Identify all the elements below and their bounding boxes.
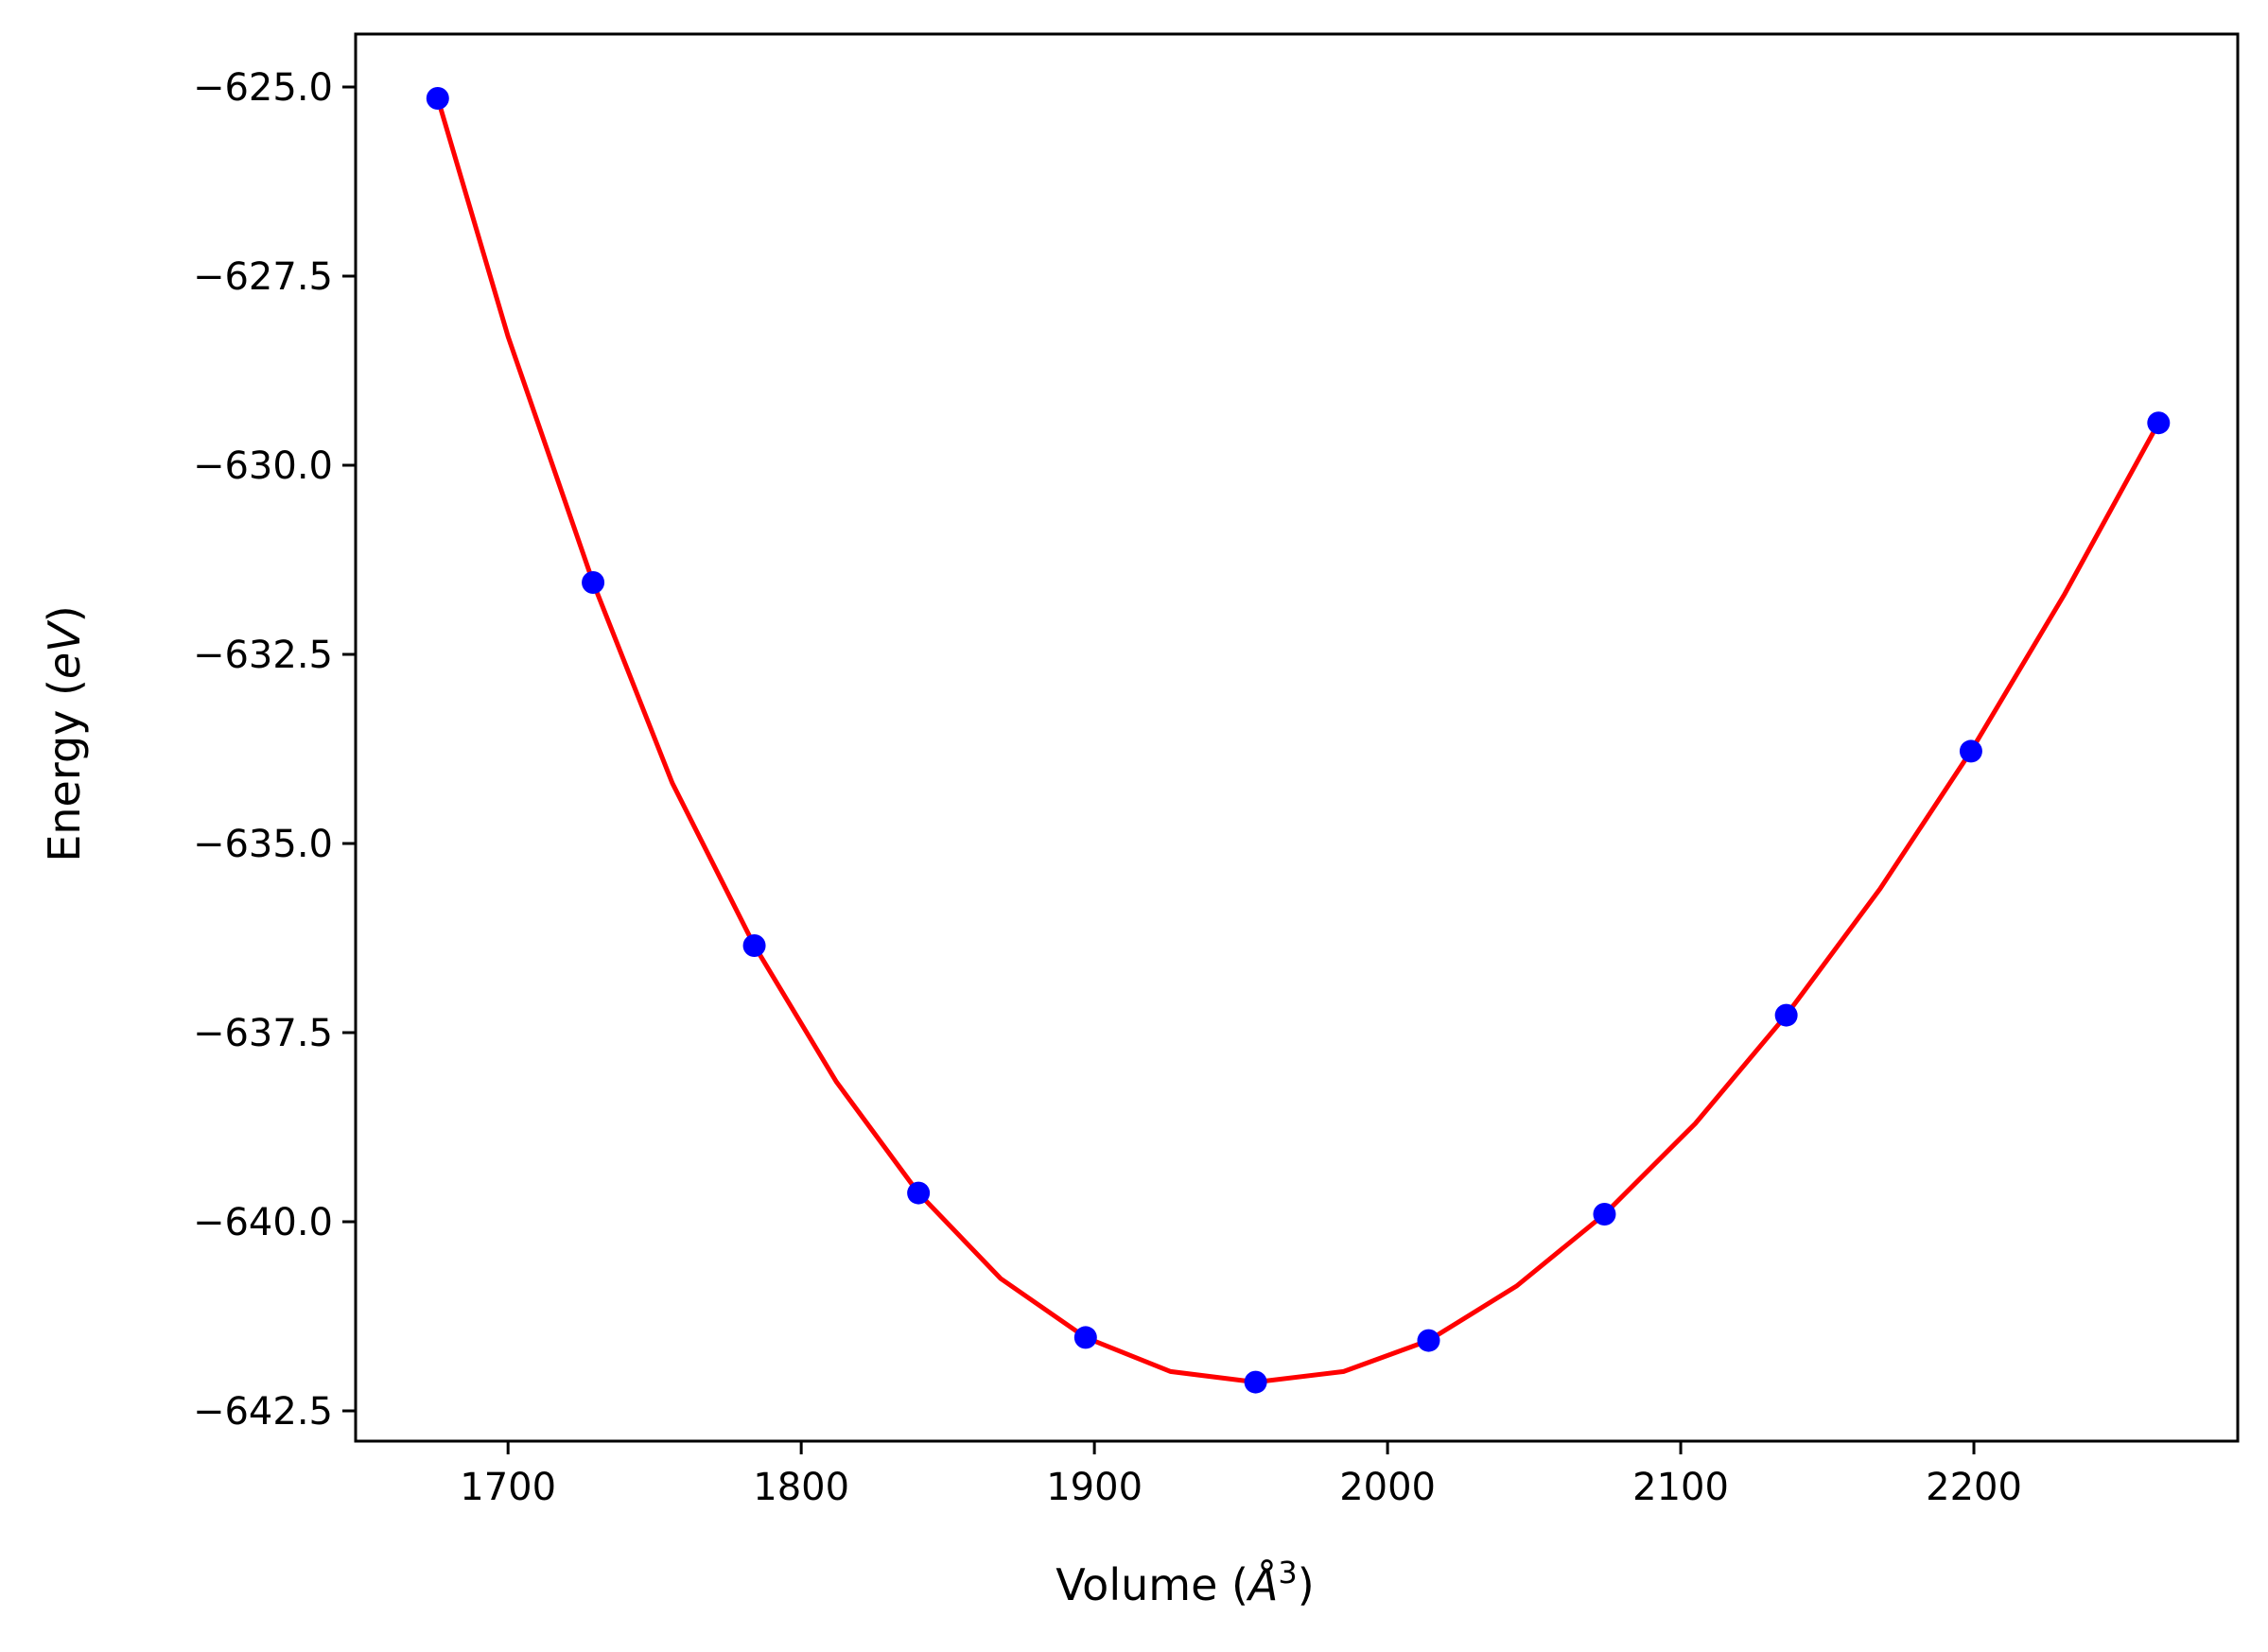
data-point — [1774, 1003, 1798, 1027]
data-point — [907, 1181, 931, 1205]
data-point — [742, 934, 766, 957]
data-point — [426, 87, 449, 110]
data-point — [1593, 1203, 1616, 1226]
y-axis-title: Energy (eV) — [39, 605, 90, 861]
y-tick-label: −640.0 — [193, 1201, 333, 1244]
x-tick-label: 2200 — [1926, 1466, 2022, 1509]
data-point — [1959, 739, 1982, 763]
data-point — [1244, 1370, 1267, 1394]
y-tick-label: −632.5 — [193, 634, 333, 677]
data-point — [582, 571, 605, 594]
data-point — [1073, 1326, 1097, 1349]
data-point — [2147, 411, 2171, 435]
x-tick-label: 1800 — [753, 1466, 849, 1509]
data-point — [1417, 1329, 1440, 1352]
plot-area — [426, 87, 2171, 1394]
x-tick-label: 1700 — [460, 1466, 556, 1509]
x-tick-label: 2000 — [1339, 1466, 1436, 1509]
y-tick-label: −627.5 — [193, 255, 333, 299]
y-tick-label: −630.0 — [193, 444, 333, 488]
x-tick-label: 1900 — [1046, 1466, 1143, 1509]
x-tick-label: 2100 — [1632, 1466, 1729, 1509]
y-tick-label: −642.5 — [193, 1390, 333, 1434]
y-axis-ticks: −625.0 −627.5 −630.0 −632.5 −635.0 −637.5 −640… — [193, 66, 356, 1434]
x-axis-ticks: 1700 1800 1900 2000 2100 2200 — [460, 1441, 2022, 1509]
plot-frame — [354, 32, 2240, 1443]
y-tick-label: −635.0 — [193, 823, 333, 866]
data-points — [426, 87, 2171, 1394]
y-tick-label: −625.0 — [193, 66, 333, 110]
y-tick-label: −637.5 — [193, 1012, 333, 1055]
x-axis-title: Volume (Å3) — [1055, 1555, 1314, 1610]
